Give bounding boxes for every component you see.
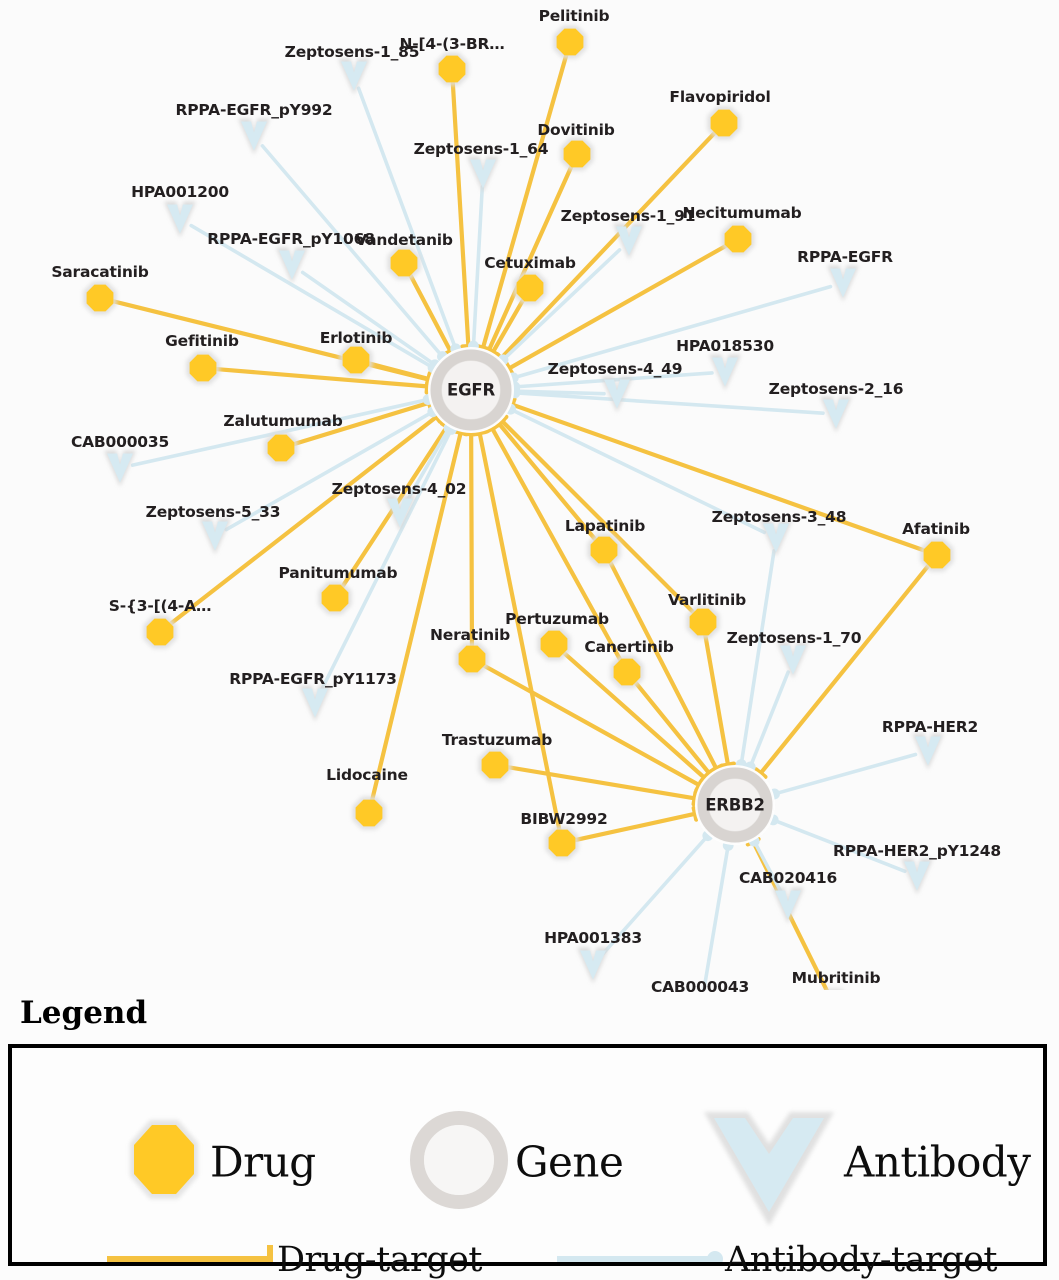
gene-node[interactable]	[428, 347, 514, 433]
antibody-node[interactable]	[760, 520, 792, 557]
drug-node[interactable]	[387, 246, 421, 280]
edges-layer	[110, 52, 931, 990]
antibody-node[interactable]	[820, 396, 852, 433]
edge-drug-target[interactable]	[481, 663, 705, 793]
edge-drug-target[interactable]	[366, 361, 433, 387]
network-graph-canvas[interactable]: N-[4-(3-BR… Pelitinib Flavopiridol Dovitini…	[0, 0, 1059, 996]
edge-drug-target[interactable]	[508, 396, 927, 553]
edge-drug-target[interactable]	[754, 563, 931, 779]
drug-node[interactable]	[707, 106, 741, 140]
antibody-node[interactable]	[777, 642, 809, 679]
legend-box: Drug Gene Antibody Drug-target Antibody-…	[8, 1044, 1047, 1280]
edge-antibody-target[interactable]	[356, 86, 462, 355]
drug-node[interactable]	[920, 538, 954, 572]
edge-drug-target[interactable]	[485, 297, 526, 358]
legend-svg	[107, 1111, 834, 1262]
drug-node[interactable]	[435, 52, 469, 86]
antibody-node[interactable]	[827, 265, 859, 302]
legend-label-antibody-target: Antibody-target	[725, 1240, 997, 1280]
edge-drug-target[interactable]	[504, 243, 729, 376]
edge-drug-target[interactable]	[495, 414, 696, 615]
antibody-node[interactable]	[577, 947, 609, 984]
drug-node[interactable]	[186, 351, 220, 385]
legend-label-antibody: Antibody	[844, 1137, 1031, 1187]
drug-node[interactable]	[553, 25, 587, 59]
edge-drug-target[interactable]	[471, 429, 562, 833]
legend-label-drug: Drug	[210, 1137, 316, 1187]
drug-node[interactable]	[318, 581, 352, 615]
drug-node[interactable]	[721, 222, 755, 256]
drug-node[interactable]	[587, 533, 621, 567]
edge-drug-target[interactable]	[484, 423, 623, 663]
edge-antibody-target[interactable]	[468, 185, 485, 352]
antibody-node[interactable]	[276, 247, 308, 284]
antibody-node[interactable]	[384, 495, 416, 532]
antibody-node[interactable]	[601, 376, 633, 413]
edge-drug-target[interactable]	[450, 79, 477, 349]
drug-node[interactable]	[686, 605, 720, 639]
legend-label-gene: Gene	[515, 1137, 624, 1187]
nodes-layer	[83, 25, 954, 990]
edge-antibody-target[interactable]	[702, 840, 734, 990]
antibody-node[interactable]	[338, 58, 370, 95]
drug-node[interactable]	[610, 655, 644, 689]
legend-drug-icon	[130, 1120, 198, 1199]
gene-node[interactable]	[695, 765, 775, 845]
legend-label-drug-target: Drug-target	[277, 1240, 482, 1280]
edge-drug-target[interactable]	[463, 431, 480, 649]
legend-gene-icon	[410, 1111, 508, 1209]
antibody-node[interactable]	[709, 354, 741, 391]
drug-node[interactable]	[455, 642, 489, 676]
antibody-node[interactable]	[238, 118, 270, 155]
antibody-node[interactable]	[104, 450, 136, 487]
antibody-node[interactable]	[772, 887, 804, 924]
legend-antibody-icon	[704, 1112, 834, 1226]
drug-node[interactable]	[817, 988, 850, 990]
legend-drug-target-line	[107, 1245, 273, 1262]
drug-node[interactable]	[478, 748, 512, 782]
antibody-node[interactable]	[299, 685, 331, 722]
drug-node[interactable]	[143, 615, 177, 649]
edge-antibody-target[interactable]	[767, 814, 907, 874]
drug-node[interactable]	[339, 343, 373, 377]
drug-node[interactable]	[545, 826, 579, 860]
legend-antibody-target-line	[557, 1251, 723, 1262]
network-svg	[83, 25, 954, 990]
antibody-node[interactable]	[613, 223, 645, 260]
antibody-node[interactable]	[912, 733, 944, 770]
antibody-node[interactable]	[901, 858, 933, 895]
edge-drug-target[interactable]	[633, 679, 716, 780]
drug-node[interactable]	[352, 796, 386, 830]
antibody-node[interactable]	[164, 201, 196, 238]
edge-antibody-target[interactable]	[505, 403, 767, 535]
drug-node[interactable]	[264, 431, 298, 465]
edge-antibody-target[interactable]	[769, 752, 918, 800]
antibody-node[interactable]	[467, 156, 499, 193]
drug-node[interactable]	[560, 137, 594, 171]
edge-antibody-target[interactable]	[497, 248, 622, 366]
antibody-node[interactable]	[199, 518, 231, 555]
edge-antibody-target[interactable]	[748, 835, 784, 896]
edge-antibody-target[interactable]	[735, 549, 776, 770]
edge-antibody-target[interactable]	[599, 830, 714, 958]
drug-node[interactable]	[83, 281, 117, 315]
edge-drug-target[interactable]	[572, 805, 699, 843]
legend-title: Legend	[20, 995, 148, 1031]
edge-drug-target[interactable]	[703, 632, 736, 768]
drug-node[interactable]	[513, 271, 547, 305]
edge-drug-target[interactable]	[369, 429, 469, 803]
drug-node[interactable]	[537, 627, 571, 661]
edge-drug-target[interactable]	[505, 765, 698, 807]
